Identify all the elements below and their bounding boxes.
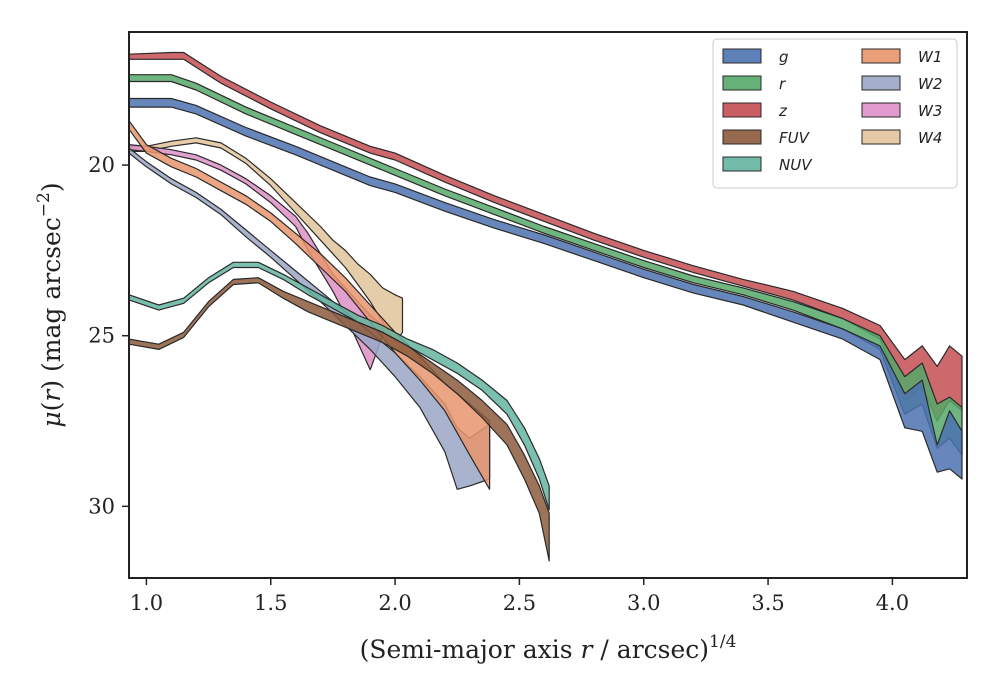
legend-swatch-z [722,102,762,118]
legend-swatch-w1 [861,48,901,64]
legend-label-nuv: NUV [779,156,813,174]
legend-label-w2: W2 [918,75,942,93]
legend-label-z: z [778,102,788,120]
x-axis-label-sup: 1/4 [709,632,736,652]
y-axis-label-end: ) [37,182,66,192]
x-tick-label: 2.5 [503,591,536,615]
series-band-w4 [128,137,404,344]
x-axis: 1.0 1.5 2.0 2.5 3.0 3.5 4.0 [130,578,909,615]
legend: grz FUV NUV W1 W2 W3 W4 [712,38,958,189]
x-tick-label: 3.0 [627,591,660,615]
y-axis-label-sup: −2 [34,192,54,217]
plot-frame [128,31,968,579]
y-tick-label: 30 [88,494,115,518]
legend-swatch-r [722,75,762,91]
legend-swatch-w4 [861,129,901,145]
y-axis-label: μ(r) (mag arcsec−2) [34,182,66,427]
legend-label-r: r [779,75,786,93]
legend-swatch-g [722,48,762,64]
y-axis-label-var: r [37,388,66,402]
legend-swatch-w3 [861,102,901,118]
legend-label-w4: W4 [918,129,942,147]
y-tick-label: 20 [88,153,115,177]
x-tick-label: 4.0 [876,591,909,615]
x-tick-label: 1.0 [130,591,163,615]
series-band-fuv [128,277,550,562]
series-layer [128,51,963,562]
x-axis-label-mid: / arcsec) [592,635,709,664]
series-band-nuv [128,261,550,511]
y-tick-label: 25 [88,324,115,348]
series-band-w1 [128,120,491,490]
x-tick-label: 2.0 [378,591,411,615]
y-axis-label-open: ( [37,402,66,412]
legend-label-w3: W3 [918,102,942,120]
legend-swatch-w2 [861,75,901,91]
legend-swatch-nuv [722,156,762,172]
y-axis: 20 25 30 [88,153,129,518]
y-axis-label-mu: μ [37,411,66,427]
x-axis-label: (Semi-major axis r / arcsec)1/4 [360,632,737,664]
series-band-g [128,97,963,480]
legend-label-fuv: FUV [779,129,811,147]
y-axis-label-close: ) (mag arcsec [37,217,66,390]
x-axis-label-var: r [581,635,595,664]
x-tick-label: 3.5 [751,591,784,615]
x-tick-label: 1.5 [254,591,287,615]
legend-label-g: g [779,48,789,66]
x-axis-label-pre: (Semi-major axis [360,635,581,664]
legend-swatch-fuv [722,129,762,145]
legend-label-w1: W1 [918,48,942,66]
